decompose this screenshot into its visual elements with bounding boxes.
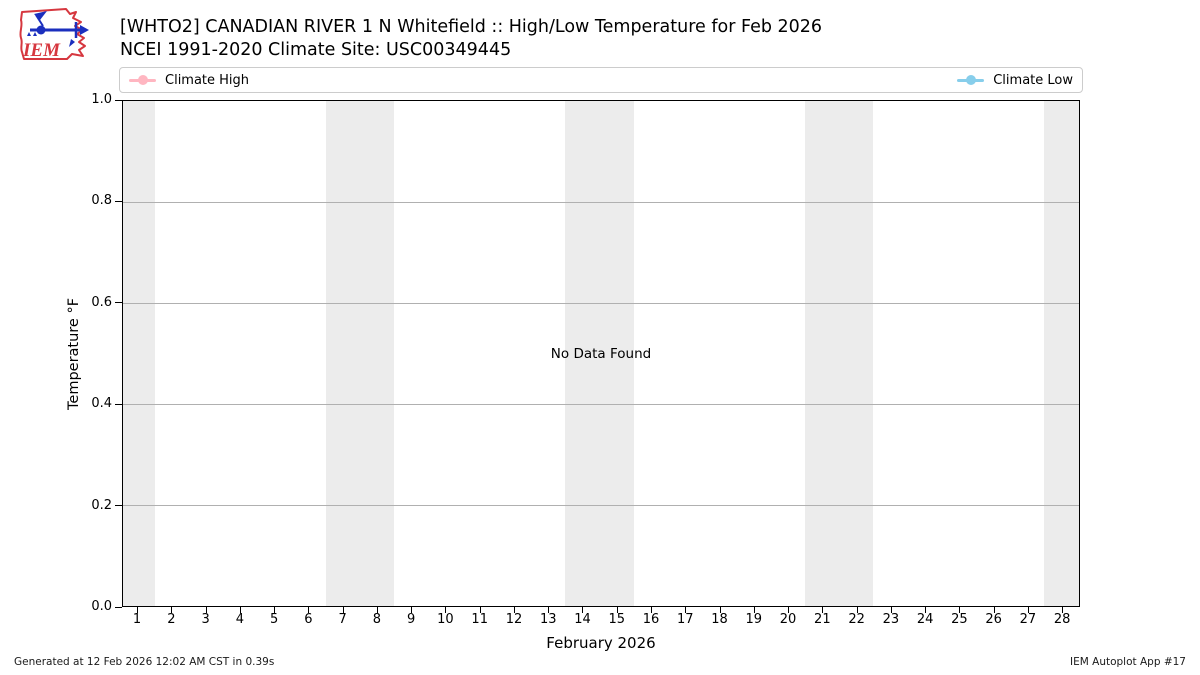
x-tick-label: 11 (471, 612, 488, 627)
x-tick-label: 9 (407, 612, 416, 627)
x-tick-label: 14 (574, 612, 591, 627)
x-tick-label: 26 (985, 612, 1002, 627)
legend-marker-dot (966, 75, 977, 85)
x-tick-label: 7 (338, 612, 347, 627)
no-data-message: No Data Found (550, 345, 652, 362)
x-tick-mark (925, 607, 927, 613)
legend-label: Climate Low (993, 72, 1073, 88)
x-tick-mark (513, 607, 515, 613)
y-gridline (123, 303, 1079, 304)
x-tick-mark (342, 607, 344, 613)
y-tick-mark (115, 403, 122, 405)
x-tick-mark (274, 607, 276, 613)
x-tick-mark (788, 607, 790, 613)
plot-area: No Data Found (122, 100, 1080, 607)
weekend-shading-band (123, 101, 156, 606)
x-tick-mark (822, 607, 824, 613)
x-tick-mark (1027, 607, 1029, 613)
weekend-shading-band (565, 101, 634, 606)
y-tick-label: 0.0 (91, 599, 112, 614)
x-tick-label: 16 (642, 612, 660, 627)
x-tick-label: 1 (132, 612, 142, 627)
weekend-shading-band (1044, 101, 1079, 606)
x-tick-mark (890, 607, 892, 613)
y-tick-label: 0.4 (91, 396, 112, 412)
x-tick-mark (239, 607, 241, 613)
x-tick-mark (137, 607, 139, 613)
y-gridline (123, 202, 1079, 203)
legend-marker-line (957, 75, 985, 85)
legend-item: Climate Low (957, 73, 1073, 88)
chart-title: [WHTO2] CANADIAN RIVER 1 N Whitefield ::… (120, 17, 823, 37)
x-tick-label: 24 (916, 612, 934, 627)
x-tick-label: 22 (848, 612, 865, 627)
x-tick-mark (445, 607, 447, 613)
legend-item: Climate High (129, 73, 249, 88)
legend: Climate High Climate Low (119, 67, 1083, 93)
x-tick-label: 5 (269, 612, 279, 627)
x-tick-mark (171, 607, 173, 613)
legend-marker-dot (138, 75, 148, 85)
x-tick-mark (993, 607, 995, 613)
x-tick-mark (856, 607, 858, 613)
legend-label: Climate High (165, 72, 250, 88)
x-tick-mark (582, 607, 584, 613)
x-tick-label: 2 (167, 612, 176, 627)
x-tick-mark (651, 607, 653, 613)
x-tick-label: 8 (372, 612, 382, 627)
x-tick-mark (411, 607, 413, 613)
x-tick-label: 4 (235, 612, 244, 627)
x-tick-mark (959, 607, 961, 613)
y-tick-mark (115, 200, 122, 202)
x-tick-label: 3 (201, 612, 210, 627)
y-tick-mark (115, 302, 122, 304)
x-tick-label: 17 (677, 612, 694, 627)
x-tick-label: 25 (951, 612, 968, 627)
app-credit: IEM Autoplot App #17 (1070, 656, 1186, 668)
y-gridline (123, 404, 1079, 405)
x-tick-mark (753, 607, 755, 613)
x-tick-label: 15 (608, 612, 626, 627)
logo-text: IEM (22, 40, 61, 61)
y-tick-mark (115, 505, 122, 507)
weekend-shading-band (804, 101, 874, 606)
x-tick-mark (1062, 607, 1064, 613)
y-tick-mark (115, 99, 122, 101)
y-tick-label: 1.0 (91, 92, 112, 107)
legend-marker-line (129, 75, 156, 85)
weather-vane-icon (27, 11, 89, 47)
generated-timestamp: Generated at 12 Feb 2026 12:02 AM CST in… (14, 656, 275, 668)
x-tick-mark (616, 607, 618, 613)
x-tick-label: 18 (711, 612, 728, 627)
x-tick-mark (685, 607, 687, 613)
y-gridline (123, 505, 1079, 506)
x-tick-mark (479, 607, 481, 613)
x-tick-label: 21 (814, 612, 831, 627)
y-axis-label: Temperature °F (66, 297, 82, 410)
x-tick-mark (548, 607, 550, 613)
weekend-shading-band (326, 101, 395, 606)
x-tick-mark (308, 607, 310, 613)
x-tick-label: 10 (437, 612, 454, 627)
x-tick-mark (719, 607, 721, 613)
y-tick-label: 0.6 (91, 294, 112, 310)
x-tick-label: 27 (1019, 612, 1037, 627)
iowa-outline (19, 8, 86, 60)
x-tick-label: 28 (1053, 612, 1071, 627)
x-tick-label: 12 (505, 612, 523, 627)
x-axis-label: February 2026 (546, 634, 656, 652)
x-tick-label: 13 (539, 612, 557, 627)
y-tick-label: 0.2 (91, 497, 112, 513)
x-tick-label: 19 (745, 612, 763, 627)
x-tick-label: 23 (882, 612, 900, 627)
x-tick-label: 6 (304, 612, 313, 627)
x-tick-mark (205, 607, 207, 613)
x-tick-label: 20 (779, 612, 797, 627)
iem-logo: IEM (19, 8, 89, 61)
chart-subtitle: NCEI 1991-2020 Climate Site: USC00349445 (120, 40, 512, 60)
x-tick-mark (376, 607, 378, 613)
y-tick-label: 0.8 (91, 193, 112, 209)
y-tick-mark (115, 606, 122, 608)
